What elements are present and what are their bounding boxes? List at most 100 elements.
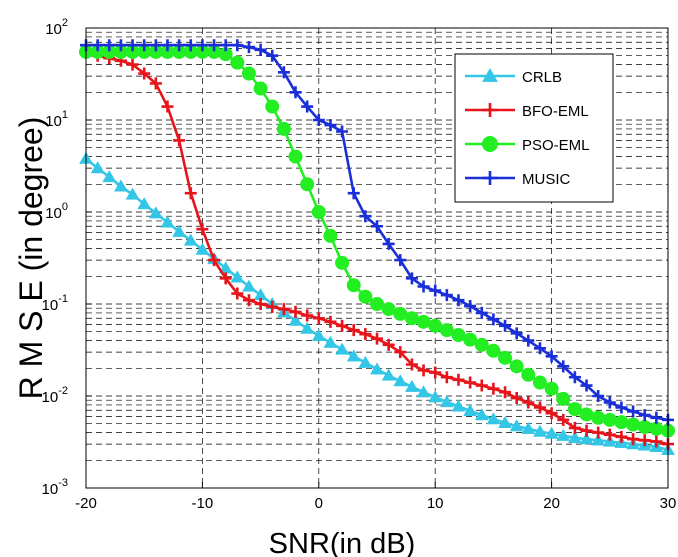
data-point <box>637 420 652 435</box>
data-point <box>219 272 232 285</box>
data-point <box>416 385 431 398</box>
data-point <box>417 280 430 293</box>
data-point <box>638 434 651 447</box>
data-point <box>91 39 104 52</box>
legend-item: MUSIC <box>465 171 571 188</box>
data-point <box>417 364 430 377</box>
data-point <box>533 424 547 437</box>
series-crlb <box>79 151 675 455</box>
data-point <box>521 421 536 434</box>
y-tick-label: 100 <box>45 201 68 222</box>
y-tick-label: 10-3 <box>42 477 68 498</box>
data-point <box>208 254 221 267</box>
data-point <box>487 382 500 395</box>
data-point <box>370 297 384 311</box>
x-tick-label: -20 <box>75 495 97 512</box>
data-point <box>336 319 349 332</box>
data-point <box>650 411 663 424</box>
data-point <box>288 149 303 164</box>
data-point <box>567 430 582 444</box>
data-point <box>602 434 617 447</box>
data-point <box>381 368 396 381</box>
data-point <box>475 306 488 319</box>
data-point <box>579 407 594 422</box>
data-point <box>277 66 290 79</box>
data-point <box>230 270 245 283</box>
data-point <box>532 375 547 390</box>
data-point <box>464 376 477 389</box>
data-point <box>103 39 116 52</box>
data-point <box>557 360 570 373</box>
data-point <box>148 206 163 219</box>
data-point <box>253 81 268 96</box>
data-point <box>371 220 383 233</box>
data-point <box>161 39 174 52</box>
data-point <box>288 313 303 326</box>
data-point <box>358 355 373 368</box>
data-point <box>533 342 546 355</box>
data-point <box>567 402 582 417</box>
data-point <box>358 289 373 304</box>
data-point <box>184 187 197 200</box>
data-point <box>580 379 593 392</box>
data-point <box>603 428 616 441</box>
x-tick-label: -10 <box>192 495 214 512</box>
y-axis-ticks: 10-3 10-2 10-1 100 101 102 <box>42 17 92 498</box>
data-point <box>463 403 478 416</box>
data-point <box>428 390 443 403</box>
data-point <box>614 415 629 430</box>
data-point <box>346 349 361 362</box>
data-point <box>242 294 255 307</box>
x-axis-ticks: -20 -10 0 10 20 30 <box>75 482 676 512</box>
data-point <box>440 289 453 302</box>
x-tick-label: 0 <box>315 495 323 512</box>
data-point <box>556 391 571 406</box>
data-point <box>603 396 616 409</box>
data-point <box>254 298 267 310</box>
data-point <box>510 327 523 340</box>
legend-label: MUSIC <box>522 171 571 188</box>
data-point <box>486 412 501 425</box>
data-point <box>499 319 512 332</box>
data-point <box>510 392 523 405</box>
data-point <box>370 362 384 375</box>
data-point <box>184 39 197 52</box>
data-point <box>579 432 594 445</box>
legend-swatch-marker <box>483 171 497 185</box>
plot-frame <box>85 27 669 489</box>
data-point <box>300 177 315 192</box>
data-point <box>137 197 152 210</box>
data-point <box>464 300 477 313</box>
data-point <box>300 321 315 334</box>
data-point <box>114 39 127 52</box>
data-point <box>172 224 187 237</box>
data-point <box>474 337 489 352</box>
data-point <box>429 284 442 297</box>
data-point <box>638 409 651 422</box>
data-point <box>509 359 524 374</box>
data-point <box>347 324 360 337</box>
data-point <box>486 343 501 358</box>
legend-item: BFO-EML <box>465 103 589 120</box>
data-point <box>219 39 232 52</box>
data-point <box>277 303 290 316</box>
legend-label: BFO-EML <box>522 103 589 120</box>
data-point <box>266 49 279 62</box>
data-point <box>429 366 442 379</box>
data-point <box>125 187 140 200</box>
y-tick-label: 10-1 <box>42 293 68 314</box>
data-point <box>90 161 105 174</box>
data-point <box>557 413 570 426</box>
legend-swatch-marker <box>482 67 498 82</box>
x-tick-label: 20 <box>543 495 560 512</box>
data-point <box>544 426 559 439</box>
data-point <box>359 328 372 341</box>
data-point <box>615 430 628 443</box>
data-point <box>126 58 139 71</box>
data-point <box>311 205 326 219</box>
legend-swatch-marker <box>482 136 498 152</box>
series-pso-eml <box>79 44 675 438</box>
data-point <box>627 405 640 418</box>
legend-label: CRLB <box>522 69 562 86</box>
data-point <box>301 100 314 113</box>
